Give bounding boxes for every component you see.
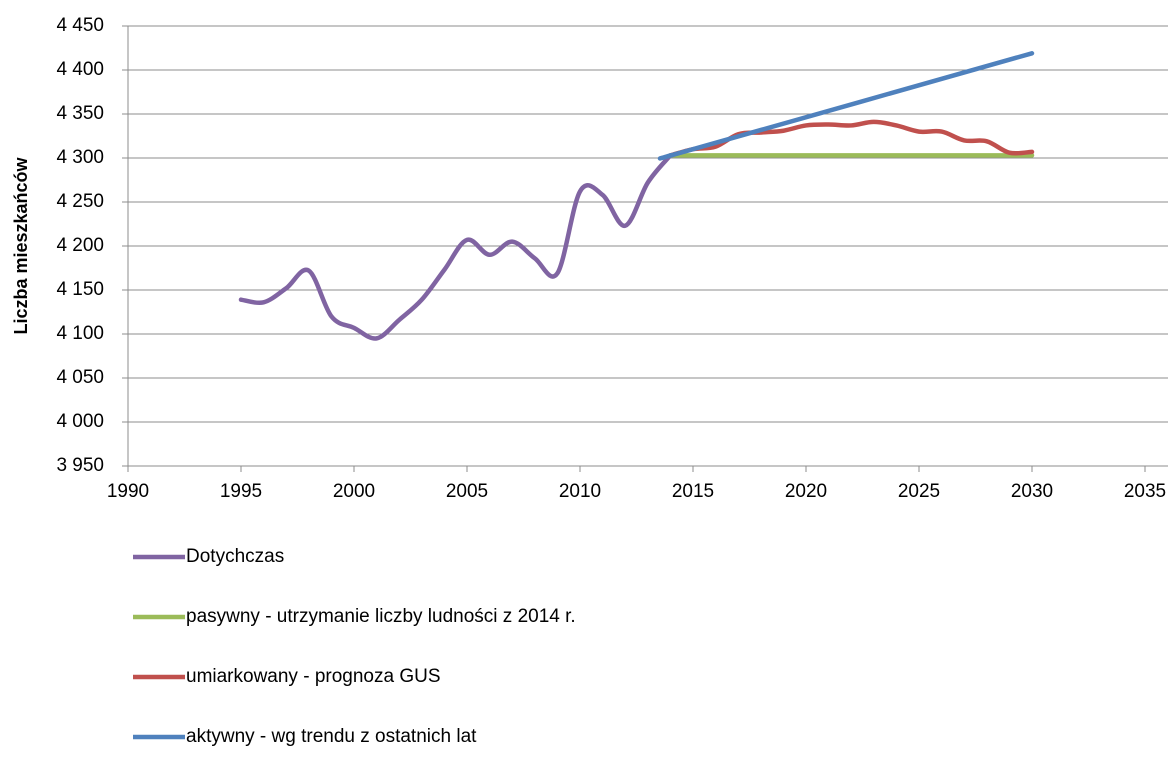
legend-label: pasywny - utrzymanie liczby ludności z 2… xyxy=(186,606,576,627)
x-tick-label: 2035 xyxy=(1124,481,1166,502)
y-tick-label: 4 450 xyxy=(56,15,104,36)
x-tick-label: 2010 xyxy=(559,481,601,502)
legend-label: Dotychczas xyxy=(186,546,284,567)
y-tick-label: 4 050 xyxy=(56,367,104,388)
y-tick-label: 3 950 xyxy=(56,455,104,476)
y-tick-label: 4 250 xyxy=(56,191,104,212)
y-tick-label: 4 350 xyxy=(56,103,104,124)
x-tick-label: 2015 xyxy=(672,481,714,502)
y-tick-label: 4 400 xyxy=(56,59,104,80)
x-tick-label: 1995 xyxy=(220,481,262,502)
y-axis-label: Liczba mieszkańców xyxy=(11,156,31,334)
x-tick-label: 2000 xyxy=(333,481,375,502)
x-tick-label: 2005 xyxy=(446,481,488,502)
x-tick-label: 1990 xyxy=(107,481,149,502)
legend-label: umiarkowany - prognoza GUS xyxy=(186,666,441,687)
series-line xyxy=(238,153,673,341)
legend-label: aktywny - wg trendu z ostatnich lat xyxy=(186,726,477,747)
x-tick-label: 2030 xyxy=(1011,481,1053,502)
y-tick-label: 4 200 xyxy=(56,235,104,256)
x-tick-label: 2020 xyxy=(785,481,827,502)
y-tick-label: 4 100 xyxy=(56,323,104,344)
x-tick-label: 2025 xyxy=(898,481,940,502)
y-tick-label: 4 150 xyxy=(56,279,104,300)
y-tick-label: 4 300 xyxy=(56,147,104,168)
y-tick-label: 4 000 xyxy=(56,411,104,432)
series-line xyxy=(657,51,1035,161)
